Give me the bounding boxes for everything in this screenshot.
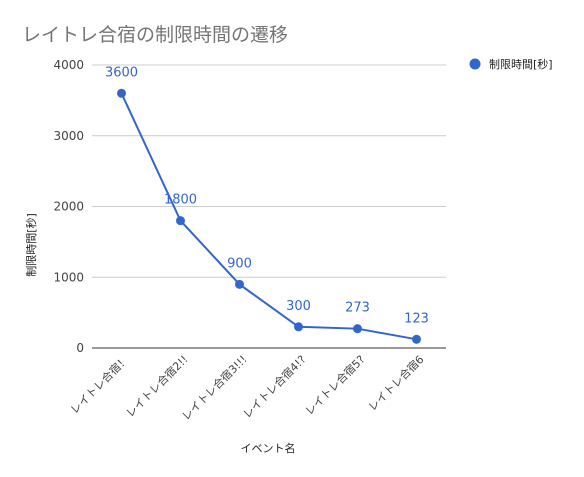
legend-marker: [469, 58, 481, 70]
data-label: 273: [345, 301, 370, 316]
data-label: 900: [227, 256, 252, 271]
y-axis-ticks: 0 1000 2000 3000 4000: [53, 58, 84, 355]
data-point: [353, 324, 362, 334]
y-tick-label: 4000: [53, 58, 84, 72]
data-point: [176, 216, 185, 226]
data-label: 3600: [105, 65, 138, 80]
data-point: [294, 322, 303, 332]
legend: 制限時間[秒]: [469, 57, 553, 71]
chart-title: レイトレ合宿の制限時間の遷移: [22, 24, 288, 46]
data-label: 1800: [164, 193, 197, 208]
x-axis-label: イベント名: [241, 441, 296, 455]
y-axis-label: 制限時間[秒]: [24, 213, 38, 277]
data-point: [235, 279, 244, 289]
gridlines: [92, 64, 446, 278]
y-tick-label: 2000: [53, 200, 84, 214]
data-labels: 3600 1800 900 300 273 123: [105, 65, 429, 326]
data-points: [117, 88, 421, 344]
series-line: [120, 92, 417, 341]
legend-label: 制限時間[秒]: [489, 57, 553, 71]
y-tick-label: 3000: [53, 129, 84, 143]
data-label: 300: [286, 299, 311, 314]
data-point: [117, 88, 126, 98]
y-tick-label: 1000: [53, 270, 84, 284]
y-tick-label: 0: [76, 341, 84, 355]
data-label: 123: [404, 311, 429, 326]
data-point: [412, 334, 421, 344]
